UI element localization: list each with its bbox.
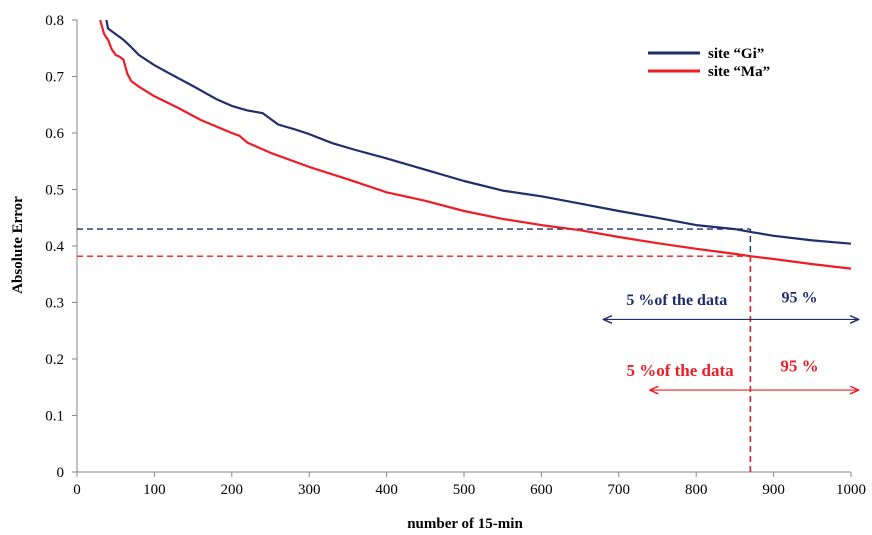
x-tick-label: 200: [221, 482, 244, 498]
y-tick-label: 0.5: [45, 183, 64, 199]
legend-label: site “Ma”: [708, 64, 770, 80]
annotation-95pct: 95 %: [782, 290, 818, 307]
x-tick-label: 700: [608, 482, 631, 498]
x-axis-title: number of 15-min: [407, 516, 523, 532]
x-tick-label: 300: [298, 482, 321, 498]
x-tick-label: 400: [375, 482, 398, 498]
y-tick-label: 0: [57, 465, 65, 481]
y-tick-label: 0.7: [45, 70, 64, 86]
x-tick-label: 600: [530, 482, 553, 498]
annotations: 5 %of the data 95 % 5 %of the data 95 %: [603, 290, 858, 391]
reference-lines: [77, 228, 752, 472]
x-tick-label: 0: [73, 482, 81, 498]
series-line-ma: [99, 19, 852, 270]
y-tick-label: 0.8: [45, 13, 64, 29]
x-tick-label: 100: [143, 482, 166, 498]
x-tick-label: 1000: [836, 482, 866, 498]
x-tick-label: 500: [453, 482, 476, 498]
y-axis-title: Absolute Error: [10, 196, 26, 294]
annotation-5pct: 5 %of the data: [626, 292, 727, 309]
annotation-95pct: 95 %: [780, 356, 818, 375]
series-layer: [99, 19, 852, 270]
axes: 0 100 200 300 400 500 600 700 800 900 1000 0 0.1 0.2 0…: [45, 13, 866, 498]
x-tick-label: 800: [685, 482, 708, 498]
y-tick-label: 0.1: [45, 409, 64, 425]
annotation-5pct: 5 %of the data: [626, 361, 734, 380]
y-tick-label: 0.3: [45, 296, 64, 312]
y-tick-label: 0.4: [45, 239, 64, 255]
series-line-gi: [105, 19, 852, 245]
x-tick-label: 900: [762, 482, 785, 498]
legend-label: site “Gi”: [708, 46, 764, 62]
legend: site “Gi” site “Ma”: [648, 46, 770, 80]
y-tick-label: 0.6: [45, 126, 64, 142]
y-tick-label: 0.2: [45, 352, 64, 368]
